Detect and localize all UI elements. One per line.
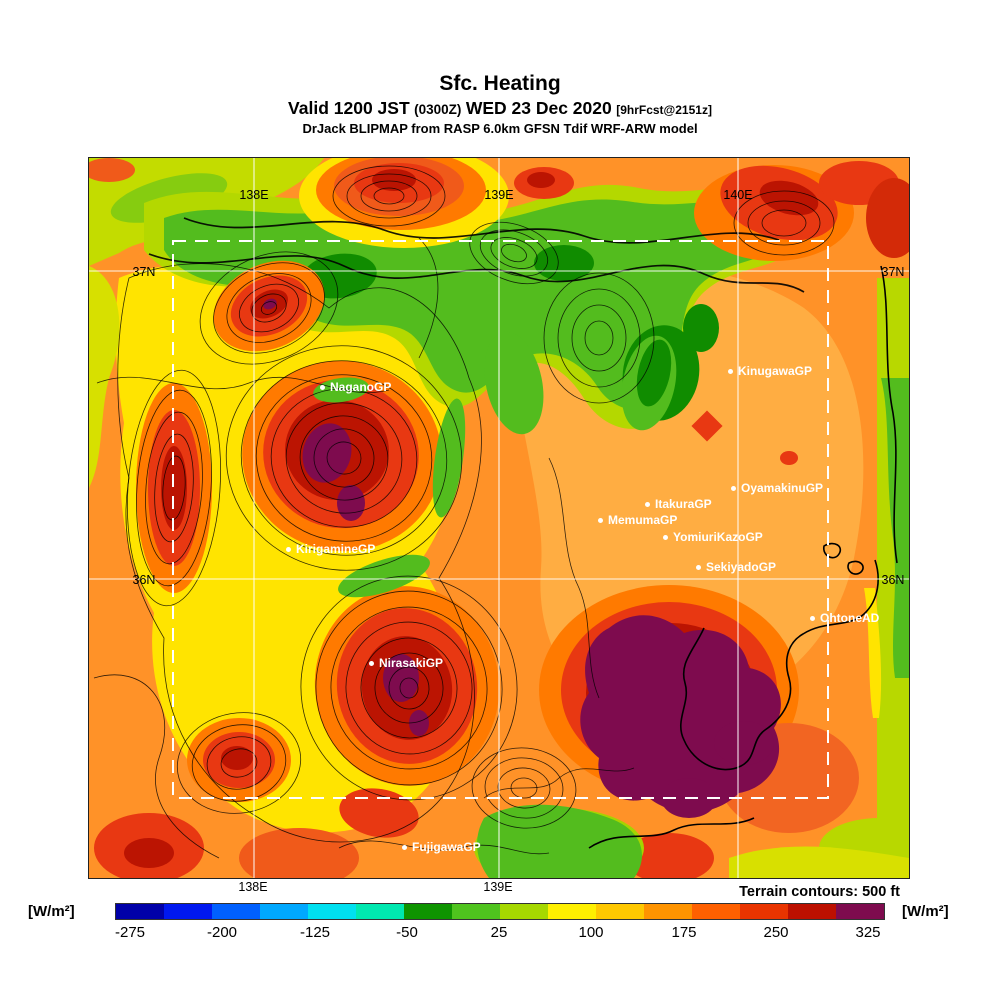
lon-label-top-138e: 138E	[239, 188, 268, 202]
lon-label-bottom-138e: 138E	[238, 880, 268, 894]
colorbar-tick: 325	[855, 924, 881, 941]
lat-label-left-36n: 36N	[133, 573, 156, 587]
colorbar-tick: -50	[396, 924, 418, 941]
colorbar-unit-left: [W/m²]	[28, 903, 75, 920]
lon-label-top-139e: 139E	[484, 188, 513, 202]
valid-prefix: Valid 1200 JST	[288, 98, 410, 118]
colorbar-tick: 100	[578, 924, 604, 941]
page-title: Sfc. Heating	[439, 72, 561, 95]
colorbar-tick: 250	[763, 924, 789, 941]
colorbar-tick: 25	[490, 924, 508, 941]
valid-time-line: Valid 1200 JST (0300Z) WED 23 Dec 2020 […	[0, 98, 1000, 119]
heating-field-svg: 138E 139E 140E 37N 36N 37N 36N	[89, 158, 909, 878]
lat-label-right-36n: 36N	[882, 573, 905, 587]
colorbar-tick: -275	[114, 924, 146, 941]
terrain-contours	[93, 165, 835, 859]
graticule	[89, 158, 909, 878]
colorbar-tick: -200	[206, 924, 238, 941]
valid-fcst: [9hrFcst@2151z]	[616, 103, 712, 117]
forecast-map: 138E 139E 140E 37N 36N 37N 36N NaganoGP …	[88, 157, 910, 879]
valid-zulu: (0300Z)	[414, 102, 462, 117]
lat-label-left-37n: 37N	[133, 265, 156, 279]
colorbar-tick: 175	[671, 924, 697, 941]
model-line: DrJack BLIPMAP from RASP 6.0km GFSN Tdif…	[302, 121, 698, 136]
inner-domain-box	[172, 240, 829, 799]
lon-label-bottom-139e: 139E	[483, 880, 513, 894]
colorbar-tick: -125	[299, 924, 331, 941]
colorbar-gradient	[115, 903, 885, 920]
lon-label-top-140e: 140E	[723, 188, 752, 202]
lat-label-right-37n: 37N	[882, 265, 905, 279]
valid-date: WED 23 Dec 2020	[465, 98, 612, 118]
colorbar-unit-right: [W/m²]	[902, 903, 949, 920]
terrain-contours-note: Terrain contours: 500 ft	[739, 884, 900, 900]
